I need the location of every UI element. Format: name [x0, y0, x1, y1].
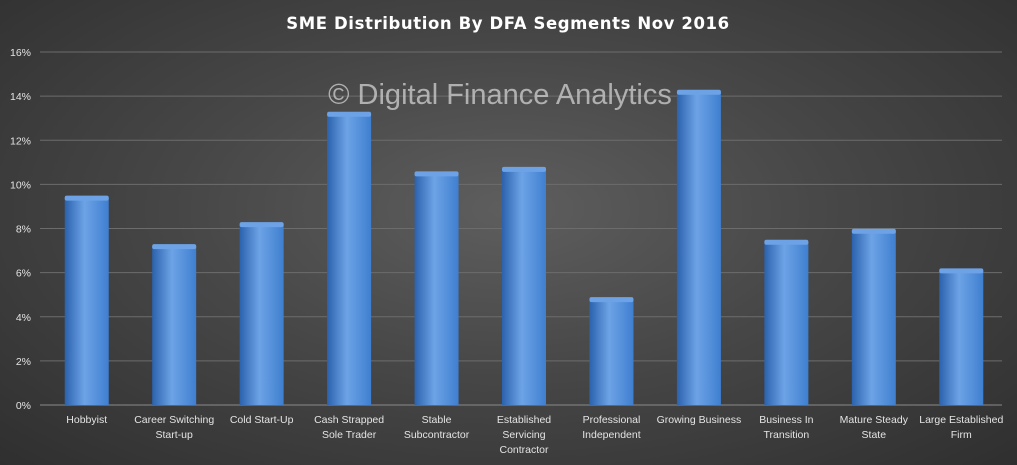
y-tick-label: 2% — [16, 356, 31, 368]
bar-top — [414, 171, 459, 177]
chart-title: SME Distribution By DFA Segments Nov 201… — [286, 14, 729, 33]
y-tick-label: 14% — [10, 91, 31, 103]
x-tick-label: Cold Start-Up — [230, 414, 294, 426]
y-tick-label: 6% — [16, 268, 31, 280]
bar — [414, 171, 459, 405]
bar-top — [851, 228, 896, 234]
bar-top — [152, 244, 197, 250]
y-tick-label: 12% — [10, 135, 31, 147]
bar — [676, 89, 721, 406]
bar — [851, 228, 896, 405]
y-tick-label: 8% — [16, 224, 31, 236]
x-tick-label: Mature Steady State — [840, 414, 909, 441]
bar — [589, 297, 634, 405]
watermark: © Digital Finance Analytics — [328, 79, 672, 111]
x-tick-label: Growing Business — [657, 414, 742, 426]
bar-top — [764, 239, 809, 245]
x-tick-label: Large Established Firm — [919, 414, 1003, 441]
y-tick-label: 16% — [10, 47, 31, 59]
y-tick-label: 10% — [10, 179, 31, 191]
bar — [939, 268, 984, 405]
bar — [502, 166, 546, 405]
x-tick-label: Cash Strapped Sole Trader — [314, 414, 384, 441]
bar-top — [589, 297, 634, 303]
x-tick-label: Career Switching Start-up — [134, 414, 214, 441]
x-tick-label: Business In Transition — [759, 414, 813, 441]
bar-top — [239, 222, 284, 228]
bar — [152, 244, 197, 405]
bars — [64, 89, 984, 406]
y-axis: 0% 2% 4% 6% 8% 10% 12% 14% 16% — [10, 47, 31, 412]
bar — [239, 222, 284, 405]
bar-top — [327, 111, 372, 117]
y-tick-label: 4% — [16, 312, 31, 324]
bar-top — [502, 166, 546, 172]
x-axis: Hobbyist Career Switching Start-up Cold Sta… — [66, 414, 1003, 456]
x-tick-label: Stable Subcontractor — [404, 414, 470, 441]
x-tick-label: Established Servicing Contractor — [497, 414, 551, 456]
bar-top — [64, 195, 109, 201]
y-tick-label: 0% — [16, 400, 31, 412]
x-tick-label: Hobbyist — [66, 414, 107, 426]
bar — [764, 239, 809, 405]
x-tick-label: Professional Independent — [582, 414, 640, 441]
bar-top — [939, 268, 984, 274]
bar — [327, 111, 372, 406]
bar-top — [676, 89, 721, 95]
bar — [64, 195, 109, 405]
